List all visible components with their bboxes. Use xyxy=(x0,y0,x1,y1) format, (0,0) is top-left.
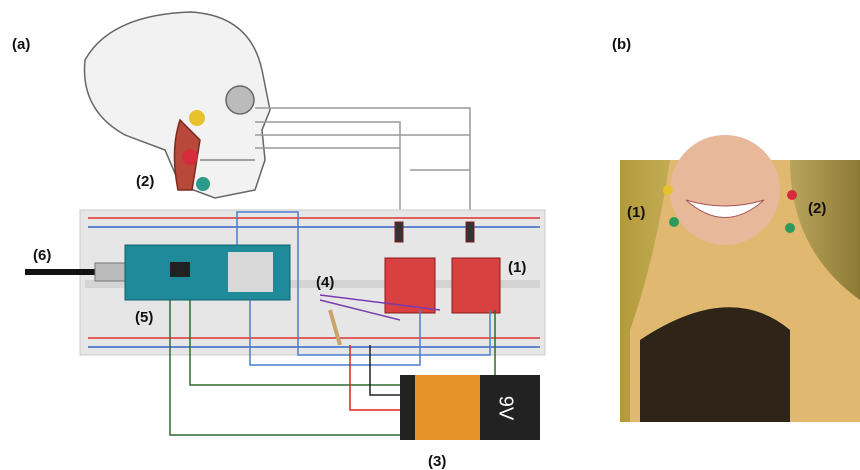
callout: (2) xyxy=(136,173,154,190)
electrode-wires xyxy=(255,108,470,225)
callout: (5) xyxy=(135,309,153,326)
usb-cable xyxy=(25,263,125,281)
callout: (3) xyxy=(428,453,446,470)
callout: (1) xyxy=(508,259,526,276)
callout: (1) xyxy=(627,204,645,221)
skull xyxy=(85,12,271,198)
battery: 9V xyxy=(400,375,540,440)
callout: (4) xyxy=(316,274,334,291)
arduino xyxy=(125,245,290,300)
callout: (6) xyxy=(33,247,51,264)
battery-label: 9V xyxy=(495,396,517,421)
figure: 9V (a) (1) (2) (3) (4) (5) (6) (b) (1) (… xyxy=(0,0,860,470)
panel-label: (b) xyxy=(612,36,631,53)
photo xyxy=(620,135,860,422)
panel-label: (a) xyxy=(12,36,30,53)
callout: (2) xyxy=(808,200,826,217)
